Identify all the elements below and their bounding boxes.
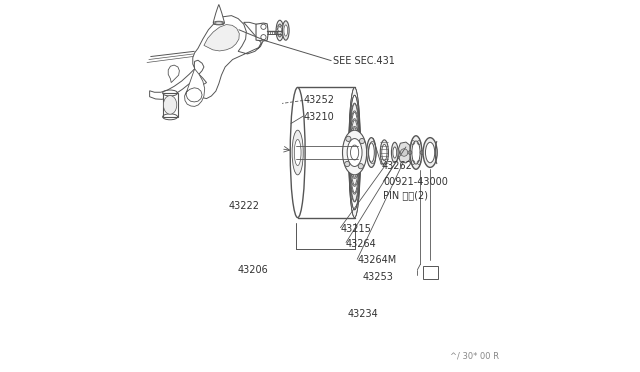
Circle shape [360, 138, 365, 144]
Circle shape [277, 26, 279, 28]
Ellipse shape [351, 128, 358, 177]
Circle shape [344, 161, 350, 167]
Text: 43215: 43215 [340, 224, 371, 234]
Ellipse shape [381, 144, 387, 161]
Polygon shape [168, 65, 179, 83]
Text: 43262: 43262 [381, 161, 412, 170]
Text: 43253: 43253 [363, 272, 394, 282]
Ellipse shape [410, 136, 422, 169]
Text: SEE SEC.431: SEE SEC.431 [333, 57, 395, 66]
Ellipse shape [367, 138, 376, 167]
Ellipse shape [350, 112, 359, 193]
Polygon shape [163, 93, 177, 117]
Ellipse shape [349, 104, 360, 201]
Ellipse shape [380, 140, 388, 165]
Text: 43206: 43206 [237, 265, 268, 275]
Circle shape [280, 33, 283, 35]
Circle shape [282, 29, 284, 32]
Ellipse shape [351, 120, 358, 185]
Circle shape [278, 25, 281, 27]
Text: 43234: 43234 [348, 310, 378, 319]
Polygon shape [193, 16, 264, 99]
Polygon shape [184, 69, 205, 106]
Ellipse shape [284, 25, 287, 36]
Polygon shape [399, 142, 411, 163]
Circle shape [358, 164, 364, 169]
Text: 43264: 43264 [346, 239, 377, 248]
Text: ^/ 30* 00 R: ^/ 30* 00 R [449, 352, 499, 361]
Text: 43252: 43252 [303, 96, 334, 105]
Ellipse shape [277, 24, 282, 37]
Text: 43264M: 43264M [357, 256, 396, 265]
Ellipse shape [215, 22, 223, 25]
Ellipse shape [426, 142, 435, 163]
Ellipse shape [349, 87, 360, 218]
Text: PIN ピン(2): PIN ピン(2) [383, 190, 428, 200]
Text: 00921-43000: 00921-43000 [383, 177, 448, 187]
Ellipse shape [342, 130, 367, 175]
Polygon shape [213, 4, 225, 24]
Ellipse shape [290, 87, 305, 218]
Ellipse shape [163, 96, 177, 114]
Polygon shape [204, 25, 239, 51]
Circle shape [276, 29, 278, 32]
Ellipse shape [282, 21, 289, 40]
Ellipse shape [412, 141, 420, 164]
Polygon shape [150, 60, 204, 99]
Bar [422, 266, 438, 279]
Circle shape [280, 26, 283, 28]
Text: 43210: 43210 [303, 112, 334, 122]
Circle shape [346, 136, 351, 141]
Ellipse shape [393, 147, 397, 158]
Ellipse shape [351, 136, 358, 169]
Text: 43222: 43222 [229, 202, 260, 211]
Ellipse shape [276, 20, 284, 41]
Polygon shape [256, 23, 268, 41]
Ellipse shape [349, 95, 360, 210]
Circle shape [277, 33, 279, 35]
Circle shape [401, 149, 408, 156]
Ellipse shape [292, 130, 303, 175]
Ellipse shape [423, 138, 437, 167]
Ellipse shape [347, 139, 362, 167]
Ellipse shape [294, 140, 301, 166]
Ellipse shape [369, 143, 374, 162]
Ellipse shape [392, 142, 398, 163]
Circle shape [278, 34, 281, 36]
